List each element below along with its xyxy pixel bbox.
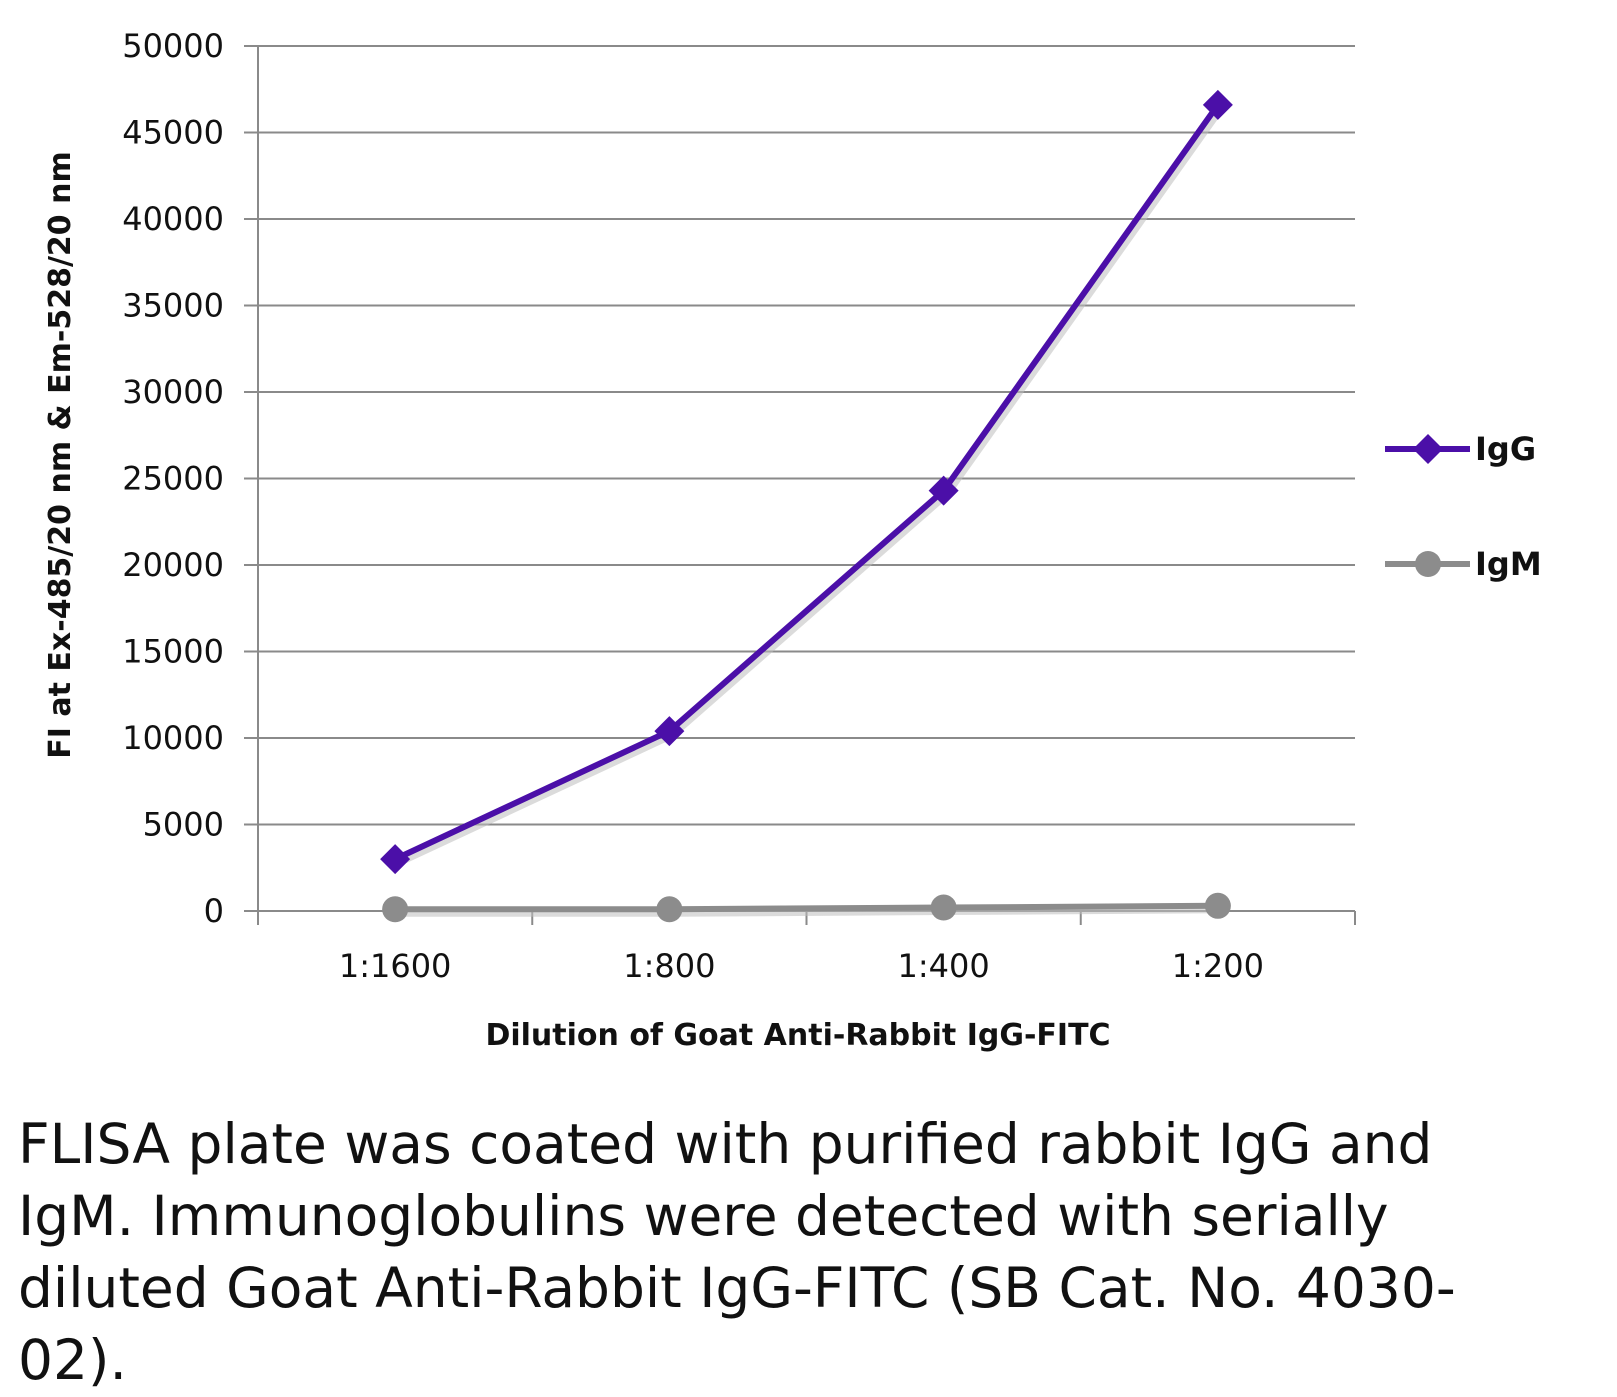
legend-marker [1415, 551, 1441, 577]
y-tick-label: 40000 [122, 200, 224, 238]
y-tick-label: 50000 [122, 27, 224, 65]
y-tick-label: 0 [204, 892, 224, 930]
y-axis-title: FI at Ex-485/20 nm & Em-528/20 nm [43, 151, 78, 758]
data-point-igg [380, 844, 411, 875]
data-point-igg [928, 475, 959, 506]
x-axis-title: Dilution of Goat Anti-Rabbit IgG-FITC [485, 1018, 1110, 1053]
line-chart: 0 5000 10000 15000 20000 25000 30000 35000 40000… [43, 27, 1542, 1053]
figure-caption: FLISA plate was coated with purified rab… [18, 1112, 1456, 1392]
series-layer [380, 89, 1233, 923]
x-tick-label: 1:400 [898, 947, 990, 985]
data-point-igm [1204, 892, 1231, 919]
legend-label: IgM [1475, 545, 1542, 583]
data-point-igg [1202, 89, 1233, 120]
x-tick-label: 1:200 [1172, 947, 1264, 985]
data-point-igg [654, 716, 685, 747]
series-igg [380, 89, 1233, 875]
legend-item-igg: IgG [1385, 430, 1536, 468]
x-tick-label: 1:1600 [339, 947, 452, 985]
y-tick-label: 30000 [122, 373, 224, 411]
legend-marker [1413, 434, 1443, 464]
data-point-igm [656, 896, 683, 923]
y-tick-labels: 0 5000 10000 15000 20000 25000 30000 35000 40000… [122, 27, 224, 930]
data-point-igm [930, 894, 957, 921]
series-line [395, 902, 1218, 913]
y-tick-label: 20000 [122, 546, 224, 584]
axes [244, 45, 1356, 925]
series-line [393, 103, 1221, 862]
y-tick-label: 5000 [143, 806, 224, 844]
series-igm [382, 892, 1231, 923]
data-point-igm [382, 896, 409, 923]
legend-item-igm: IgM [1385, 545, 1542, 583]
y-tick-label: 35000 [122, 287, 224, 325]
legend-label: IgG [1475, 430, 1536, 468]
y-tick-label: 15000 [122, 633, 224, 671]
y-tick-label: 25000 [122, 460, 224, 498]
x-tick-label: 1:800 [623, 947, 715, 985]
series-line-shadow [398, 906, 1221, 917]
y-tick-label: 45000 [122, 114, 224, 152]
y-tick-label: 10000 [122, 719, 224, 757]
gridlines [258, 45, 1355, 826]
x-tick-labels: 1:1600 1:800 1:400 1:200 [339, 947, 1264, 985]
series-line-shadow [396, 106, 1224, 867]
legend: IgG IgM [1385, 430, 1542, 583]
